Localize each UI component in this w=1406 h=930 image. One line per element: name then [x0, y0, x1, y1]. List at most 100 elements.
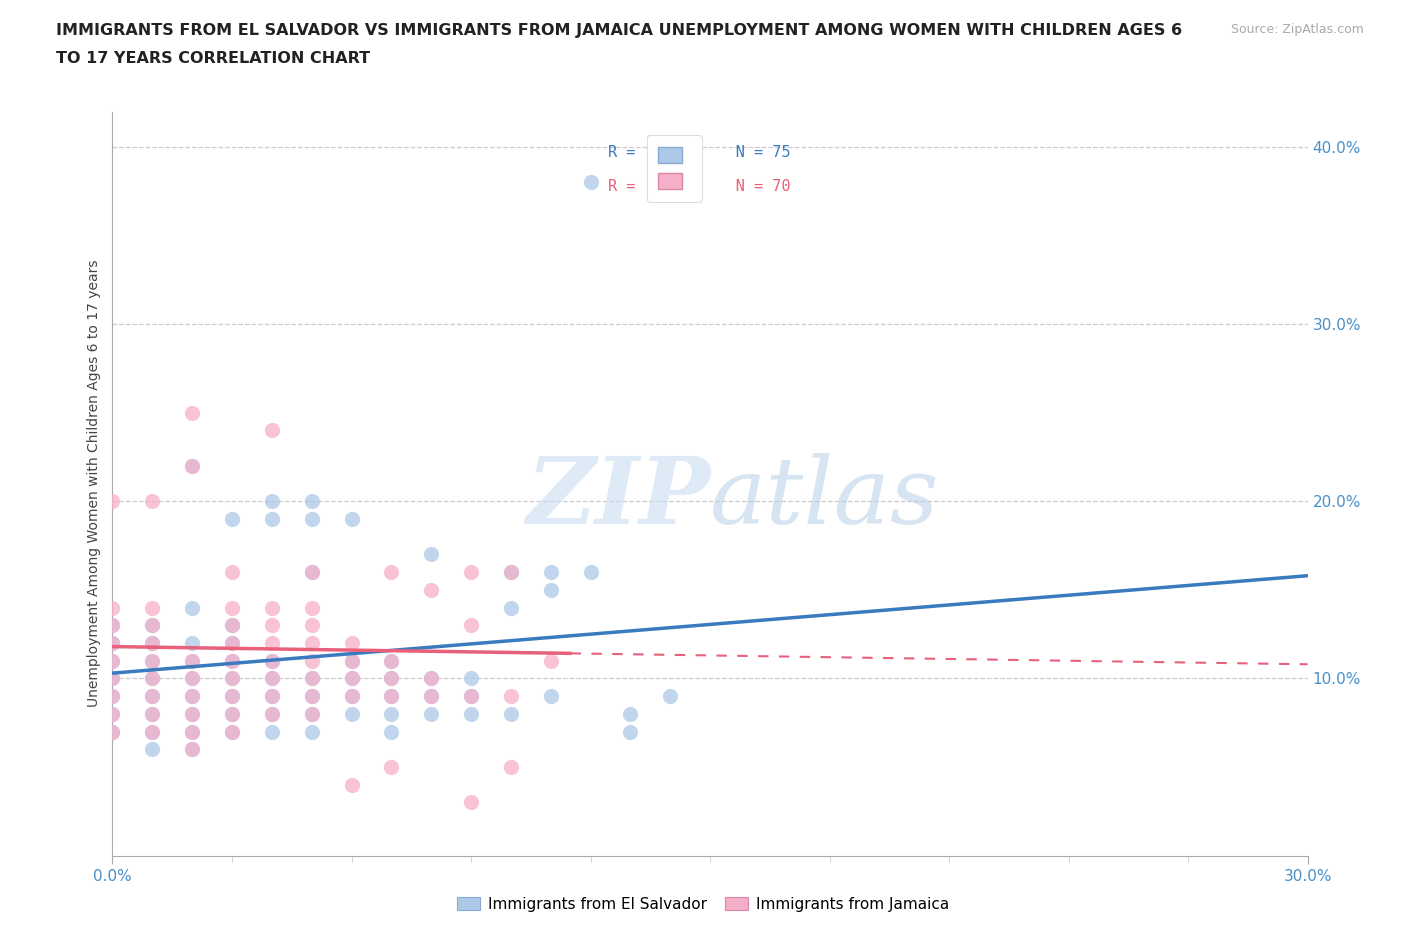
Point	[499, 689, 522, 704]
Point	[221, 565, 243, 579]
Point	[380, 724, 402, 739]
Point	[101, 724, 124, 739]
Text: IMMIGRANTS FROM EL SALVADOR VS IMMIGRANTS FROM JAMAICA UNEMPLOYMENT AMONG WOMEN : IMMIGRANTS FROM EL SALVADOR VS IMMIGRANT…	[56, 23, 1182, 38]
Point	[141, 494, 163, 509]
Point	[260, 689, 283, 704]
Point	[141, 653, 163, 668]
Point	[141, 707, 163, 722]
Point	[221, 689, 243, 704]
Point	[301, 565, 323, 579]
Point	[221, 671, 243, 686]
Point	[301, 512, 323, 526]
Point	[301, 724, 323, 739]
Point	[301, 689, 323, 704]
Point	[619, 707, 641, 722]
Point	[260, 635, 283, 650]
Point	[619, 724, 641, 739]
Point	[420, 582, 443, 597]
Point	[540, 653, 562, 668]
Point	[301, 689, 323, 704]
Point	[141, 635, 163, 650]
Point	[540, 565, 562, 579]
Point	[141, 618, 163, 632]
Point	[260, 707, 283, 722]
Point	[181, 458, 204, 473]
Point	[301, 671, 323, 686]
Point	[101, 724, 124, 739]
Point	[420, 689, 443, 704]
Point	[221, 671, 243, 686]
Point	[340, 512, 363, 526]
Point	[141, 724, 163, 739]
Point	[301, 600, 323, 615]
Point	[260, 724, 283, 739]
Point	[181, 689, 204, 704]
Point	[101, 653, 124, 668]
Point	[301, 494, 323, 509]
Point	[460, 565, 482, 579]
Point	[340, 635, 363, 650]
Point	[101, 671, 124, 686]
Point	[181, 653, 204, 668]
Point	[380, 653, 402, 668]
Point	[301, 671, 323, 686]
Legend: Immigrants from El Salvador, Immigrants from Jamaica: Immigrants from El Salvador, Immigrants …	[451, 891, 955, 918]
Point	[460, 671, 482, 686]
Point	[141, 689, 163, 704]
Text: R =  0.123    N = 75: R = 0.123 N = 75	[609, 145, 792, 160]
Point	[380, 689, 402, 704]
Point	[181, 600, 204, 615]
Point	[499, 565, 522, 579]
Point	[499, 760, 522, 775]
Point	[380, 565, 402, 579]
Point	[260, 653, 283, 668]
Point	[499, 707, 522, 722]
Point	[181, 724, 204, 739]
Legend: , : ,	[647, 135, 702, 203]
Point	[181, 707, 204, 722]
Point	[260, 653, 283, 668]
Point	[499, 565, 522, 579]
Text: ZIP: ZIP	[526, 454, 710, 543]
Point	[260, 671, 283, 686]
Point	[221, 724, 243, 739]
Point	[460, 707, 482, 722]
Point	[260, 689, 283, 704]
Point	[301, 707, 323, 722]
Point	[101, 671, 124, 686]
Point	[181, 742, 204, 757]
Point	[460, 795, 482, 810]
Point	[260, 618, 283, 632]
Point	[101, 635, 124, 650]
Point	[221, 689, 243, 704]
Point	[141, 671, 163, 686]
Point	[141, 618, 163, 632]
Point	[340, 653, 363, 668]
Point	[460, 618, 482, 632]
Point	[380, 671, 402, 686]
Point	[141, 707, 163, 722]
Point	[460, 689, 482, 704]
Point	[420, 707, 443, 722]
Point	[380, 760, 402, 775]
Point	[221, 653, 243, 668]
Point	[181, 635, 204, 650]
Point	[141, 724, 163, 739]
Point	[340, 707, 363, 722]
Point	[101, 618, 124, 632]
Point	[301, 635, 323, 650]
Point	[380, 653, 402, 668]
Text: atlas: atlas	[710, 454, 939, 543]
Point	[340, 777, 363, 792]
Point	[260, 707, 283, 722]
Text: TO 17 YEARS CORRELATION CHART: TO 17 YEARS CORRELATION CHART	[56, 51, 370, 66]
Point	[101, 707, 124, 722]
Point	[301, 707, 323, 722]
Point	[221, 707, 243, 722]
Point	[420, 689, 443, 704]
Point	[141, 742, 163, 757]
Point	[181, 458, 204, 473]
Point	[181, 707, 204, 722]
Point	[181, 689, 204, 704]
Point	[260, 512, 283, 526]
